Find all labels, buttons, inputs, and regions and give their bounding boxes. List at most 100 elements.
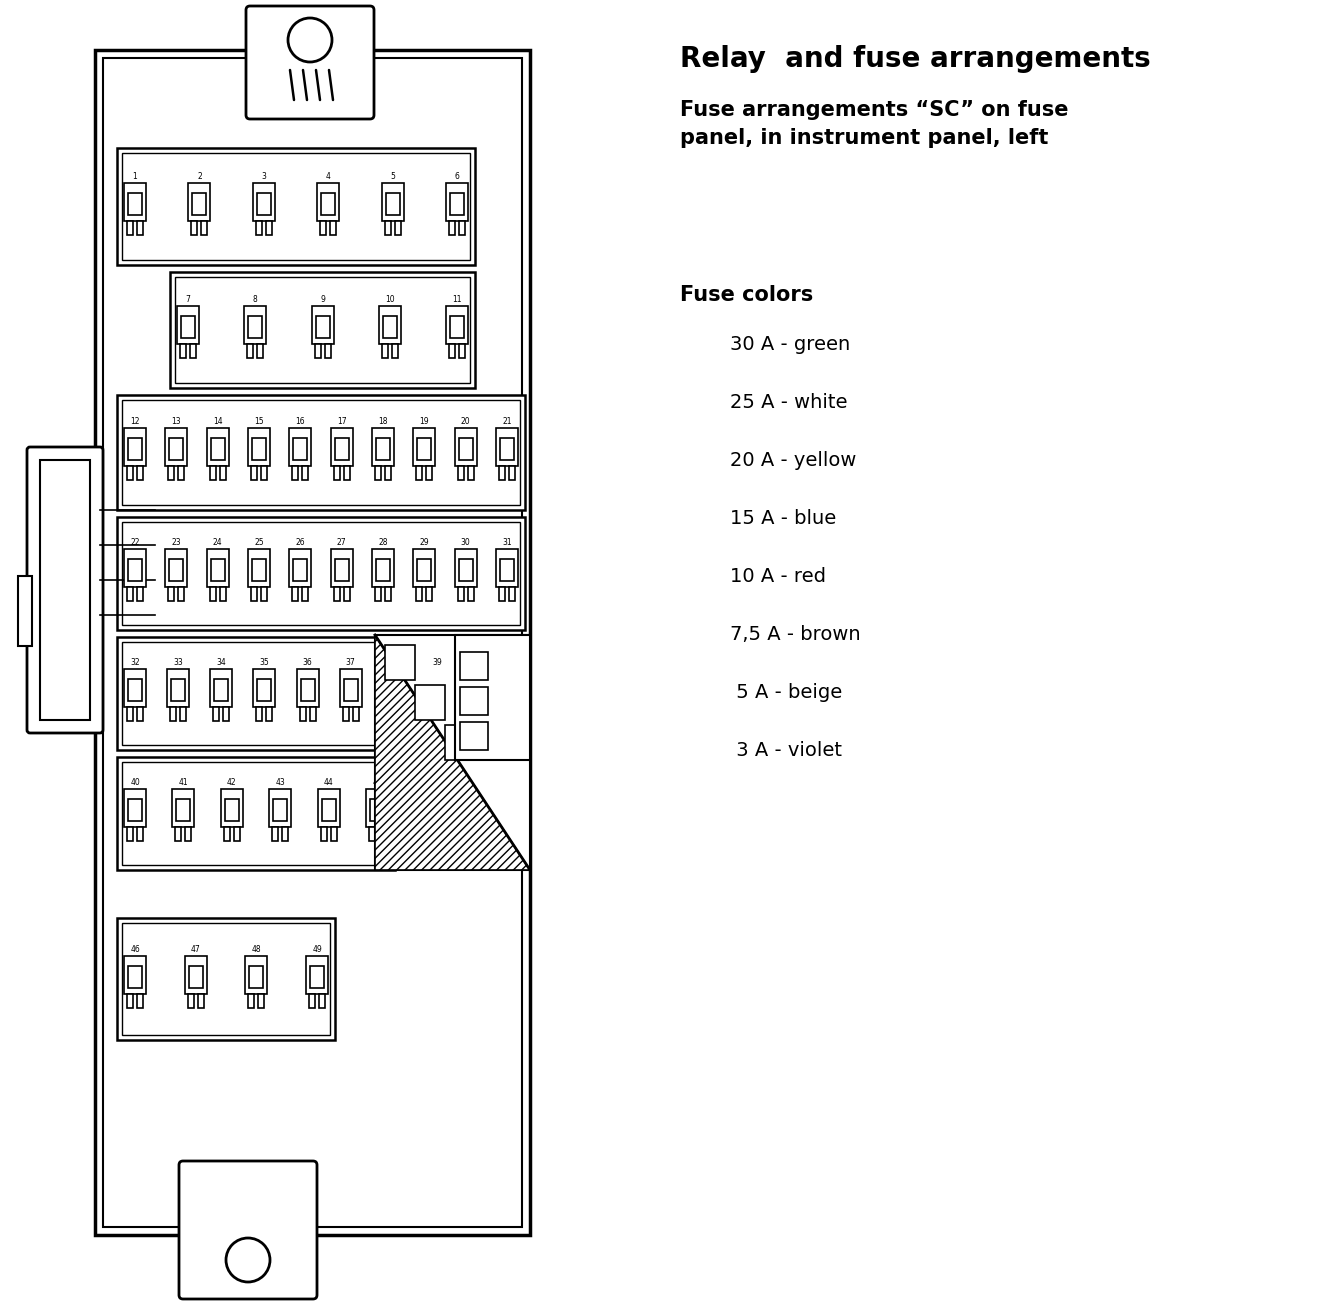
Bar <box>180 706 186 721</box>
Text: 5 A - beige: 5 A - beige <box>731 683 842 703</box>
Text: 10 A - red: 10 A - red <box>731 567 826 585</box>
Bar <box>396 706 402 721</box>
Bar <box>122 641 450 745</box>
Bar <box>366 790 389 827</box>
Bar <box>166 428 187 466</box>
Bar <box>251 587 257 601</box>
Bar <box>223 706 229 721</box>
Bar <box>334 438 349 461</box>
Bar <box>457 587 464 601</box>
Bar <box>468 466 473 480</box>
Bar <box>117 637 455 749</box>
Polygon shape <box>375 635 530 870</box>
Bar <box>293 438 308 461</box>
Bar <box>127 221 133 234</box>
Bar <box>265 221 272 234</box>
Text: 5: 5 <box>390 172 395 181</box>
Bar <box>170 272 475 388</box>
Bar <box>117 396 525 510</box>
Text: 47: 47 <box>191 945 200 954</box>
Text: 43: 43 <box>276 778 285 787</box>
Bar <box>256 706 263 721</box>
Bar <box>386 706 392 721</box>
Bar <box>383 669 404 706</box>
Bar <box>500 559 514 582</box>
Bar <box>125 549 146 587</box>
Bar <box>499 587 505 601</box>
Bar <box>459 559 472 582</box>
Text: 8: 8 <box>253 295 257 304</box>
Bar <box>418 438 431 461</box>
Bar <box>379 827 385 840</box>
Text: 44: 44 <box>324 778 333 787</box>
Bar <box>245 956 268 994</box>
Bar <box>459 343 465 358</box>
Bar <box>387 679 400 701</box>
Text: 3 A - violet: 3 A - violet <box>731 742 842 760</box>
Bar <box>103 59 522 1227</box>
Text: 4: 4 <box>326 172 330 181</box>
Bar <box>248 994 255 1008</box>
Bar <box>40 461 90 719</box>
Bar <box>446 306 468 343</box>
Bar <box>273 799 288 821</box>
Bar <box>252 438 267 461</box>
Text: Relay  and fuse arrangements: Relay and fuse arrangements <box>680 46 1151 73</box>
Bar <box>418 559 431 582</box>
Text: 25: 25 <box>255 539 264 546</box>
Bar <box>211 559 224 582</box>
Bar <box>172 790 195 827</box>
Bar <box>468 587 473 601</box>
Bar <box>416 466 423 480</box>
Bar <box>455 428 476 466</box>
Bar <box>127 587 133 601</box>
Bar <box>430 706 435 721</box>
Bar <box>137 994 143 1008</box>
Bar <box>207 428 228 466</box>
Text: 17: 17 <box>337 418 346 427</box>
Bar <box>221 790 243 827</box>
Bar <box>500 438 514 461</box>
Text: 26: 26 <box>296 539 305 546</box>
Bar <box>427 587 432 601</box>
Text: 36: 36 <box>302 658 313 667</box>
Bar <box>312 306 334 343</box>
Bar <box>191 221 198 234</box>
Bar <box>210 466 216 480</box>
Bar <box>248 549 271 587</box>
Bar <box>170 438 183 461</box>
Text: 11: 11 <box>452 295 461 304</box>
Text: 6: 6 <box>455 172 459 181</box>
Bar <box>342 706 349 721</box>
Text: 7,5 A - brown: 7,5 A - brown <box>731 624 861 644</box>
Bar <box>385 466 391 480</box>
Bar <box>168 466 174 480</box>
Bar <box>188 182 211 221</box>
Bar <box>459 438 472 461</box>
Bar <box>316 316 329 338</box>
Bar <box>129 965 142 987</box>
Bar <box>257 679 272 701</box>
Bar <box>211 669 232 706</box>
Bar <box>129 559 142 582</box>
Bar <box>202 221 207 234</box>
Bar <box>455 635 530 760</box>
Bar <box>383 316 396 338</box>
Bar <box>395 221 400 234</box>
Bar <box>460 722 488 749</box>
Bar <box>416 587 423 601</box>
Text: 35: 35 <box>260 658 269 667</box>
Text: 34: 34 <box>216 658 227 667</box>
Bar <box>460 652 488 680</box>
Text: 32: 32 <box>130 658 139 667</box>
Bar <box>320 221 326 234</box>
Text: 15: 15 <box>255 418 264 427</box>
Bar <box>343 466 350 480</box>
Bar <box>125 956 146 994</box>
Bar <box>253 669 276 706</box>
Text: 30: 30 <box>461 539 471 546</box>
Text: 7: 7 <box>186 295 191 304</box>
Bar <box>213 706 219 721</box>
Text: 9: 9 <box>320 295 325 304</box>
Text: 33: 33 <box>174 658 183 667</box>
